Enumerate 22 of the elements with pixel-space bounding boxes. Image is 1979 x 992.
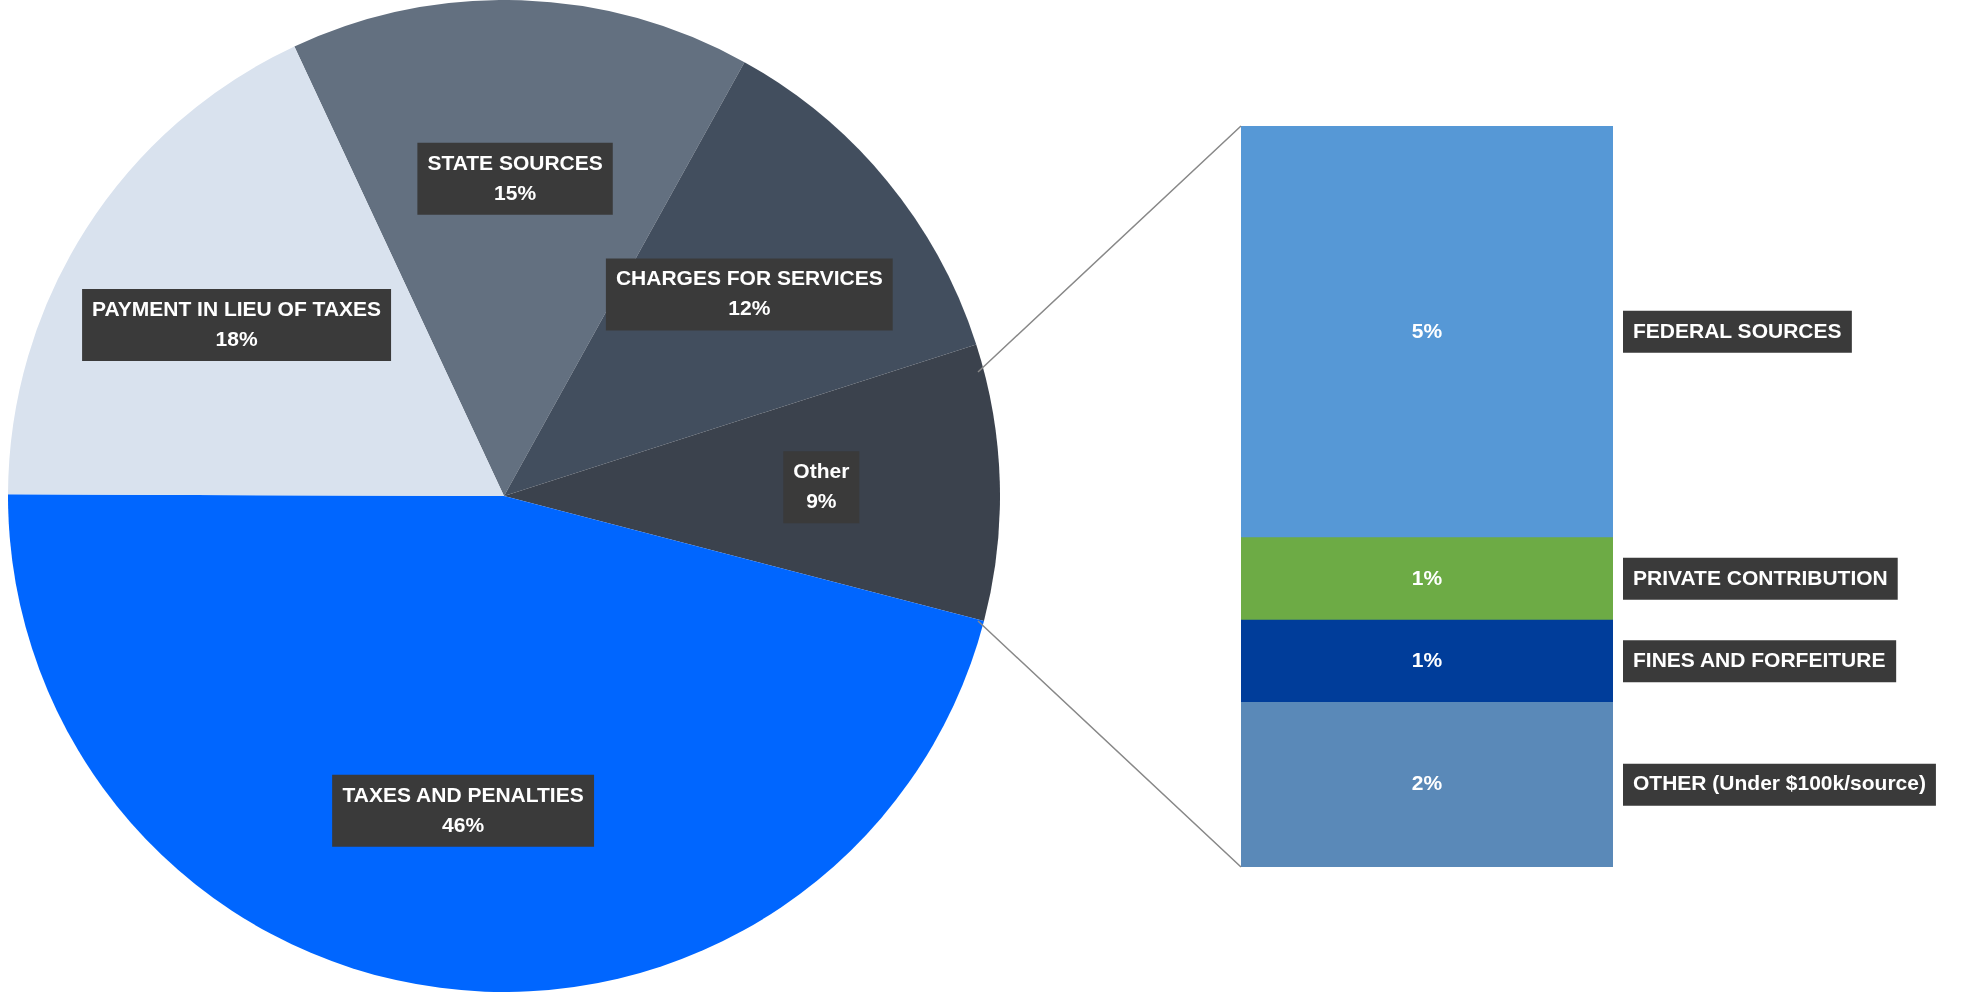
bar: [1241, 126, 1613, 538]
data-label: 5%: [1411, 318, 1443, 342]
series-label: PRIVATE CONTRIBUTION: [1633, 565, 1888, 589]
series-label: FEDERAL SOURCES: [1633, 318, 1842, 342]
data-label: 12%: [728, 296, 771, 320]
bar: [1241, 619, 1613, 703]
series-label: FINES AND FORFEITURE: [1633, 647, 1886, 671]
data-label: 46%: [442, 812, 485, 836]
data-label: 15%: [494, 180, 537, 204]
slice-label: CHARGES FOR SERVICES: [615, 266, 883, 290]
bar: [1241, 537, 1613, 621]
slice-label: TAXES AND PENALTIES: [342, 782, 584, 806]
data-label: 18%: [215, 326, 258, 350]
slice-label: PAYMENT IN LIEU OF TAXES: [92, 296, 382, 320]
slice-label: STATE SOURCES: [427, 150, 603, 174]
bar: [1241, 702, 1613, 867]
data-label: 1%: [1411, 565, 1443, 589]
data-label: 9%: [806, 488, 837, 512]
data-label: 1%: [1411, 647, 1443, 671]
series-label: OTHER (Under $100k/source): [1633, 771, 1926, 795]
slice-label: Other: [793, 458, 850, 482]
data-label: 2%: [1411, 771, 1443, 795]
